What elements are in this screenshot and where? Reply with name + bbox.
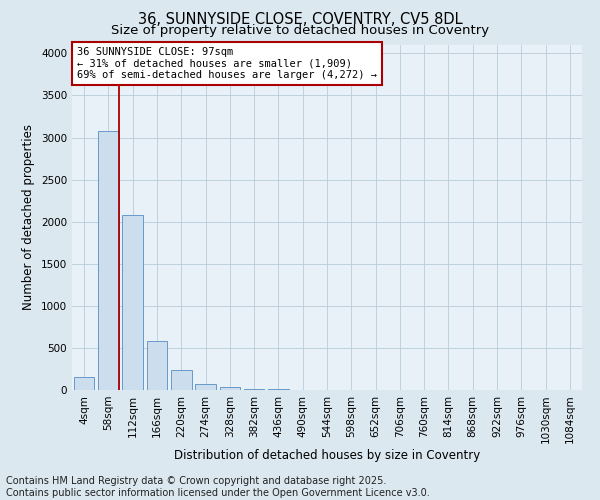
Bar <box>146 341 167 390</box>
Text: 36 SUNNYSIDE CLOSE: 97sqm
← 31% of detached houses are smaller (1,909)
69% of se: 36 SUNNYSIDE CLOSE: 97sqm ← 31% of detac… <box>77 46 377 80</box>
Text: 36, SUNNYSIDE CLOSE, COVENTRY, CV5 8DL: 36, SUNNYSIDE CLOSE, COVENTRY, CV5 8DL <box>137 12 463 28</box>
X-axis label: Distribution of detached houses by size in Coventry: Distribution of detached houses by size … <box>174 449 480 462</box>
Y-axis label: Number of detached properties: Number of detached properties <box>22 124 35 310</box>
Bar <box>122 215 143 390</box>
Bar <box>98 131 119 390</box>
Bar <box>244 388 265 390</box>
Text: Size of property relative to detached houses in Coventry: Size of property relative to detached ho… <box>111 24 489 37</box>
Bar <box>195 384 216 390</box>
Bar <box>74 378 94 390</box>
Text: Contains HM Land Registry data © Crown copyright and database right 2025.
Contai: Contains HM Land Registry data © Crown c… <box>6 476 430 498</box>
Bar <box>171 370 191 390</box>
Bar <box>220 386 240 390</box>
